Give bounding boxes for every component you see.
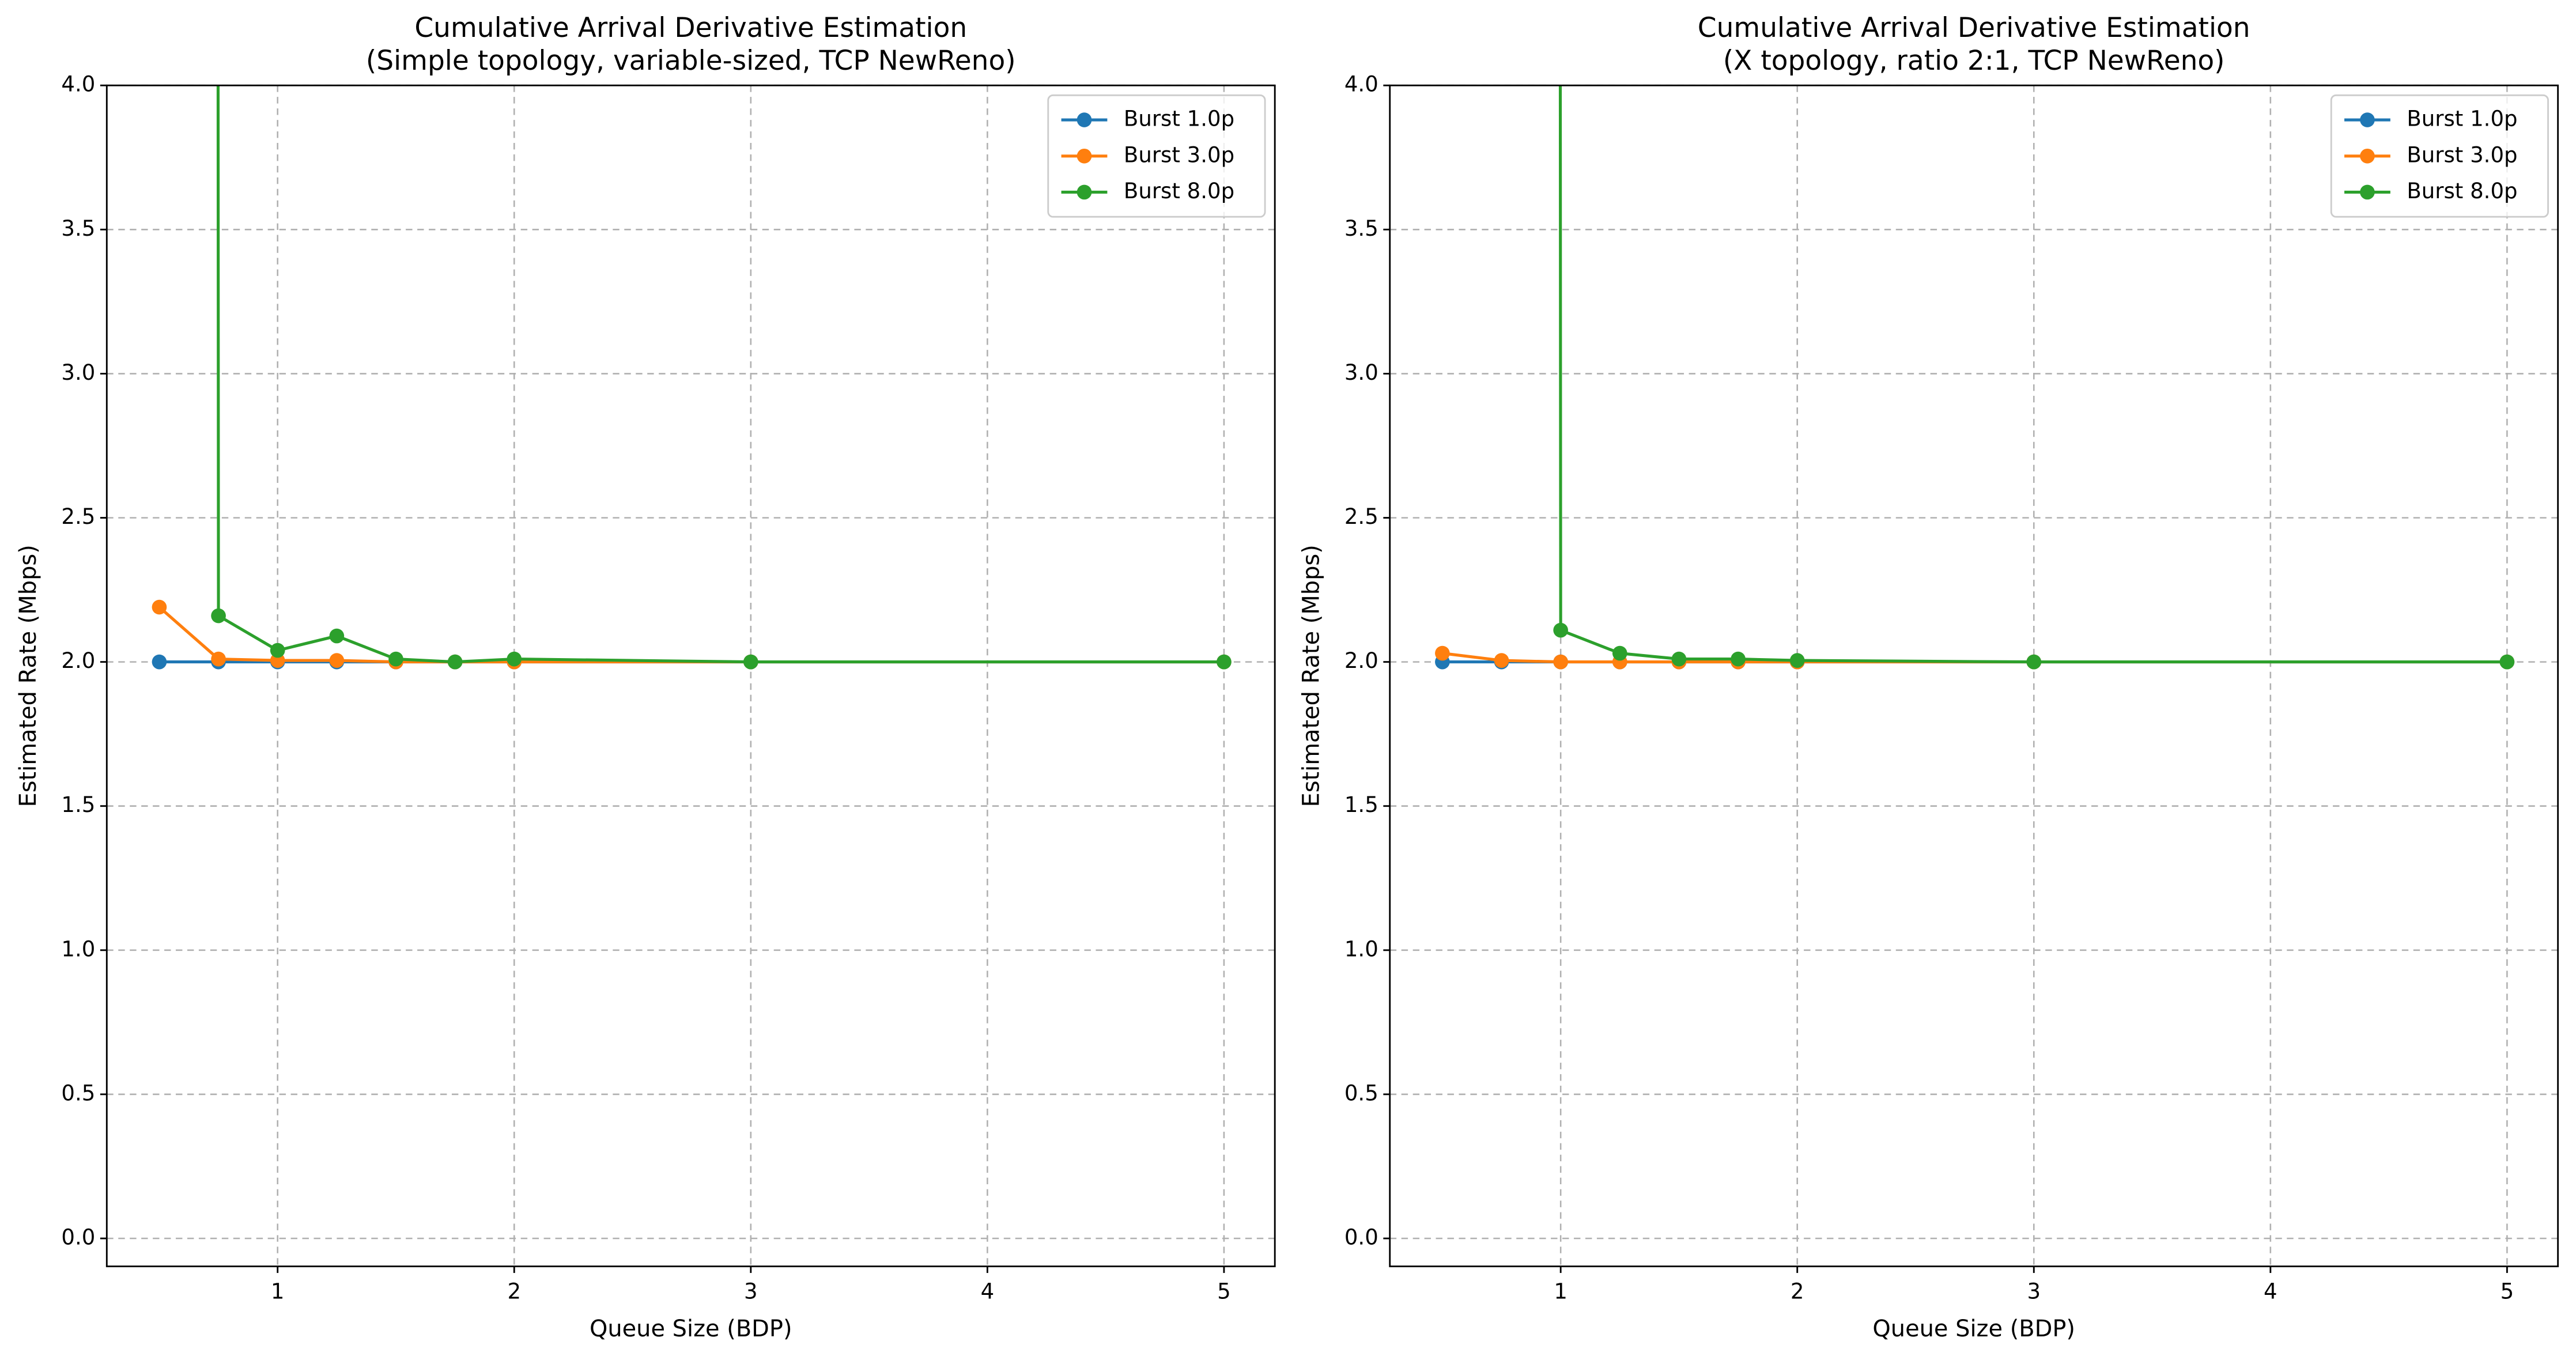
data-point — [1612, 645, 1627, 661]
chart-subtitle: (X topology, ratio 2:1, TCP NewReno) — [1723, 45, 2225, 77]
legend-label: Burst 1.0p — [1124, 107, 1234, 131]
y-tick-label: 1.5 — [1344, 792, 1378, 817]
y-tick-label: 2.5 — [61, 504, 95, 529]
legend-marker — [1077, 184, 1092, 200]
data-point — [270, 643, 285, 658]
legend-box — [2330, 94, 2549, 218]
data-point — [1789, 653, 1805, 668]
data-point — [1731, 651, 1746, 667]
y-tick-label: 0.0 — [61, 1225, 95, 1250]
y-tick-label: 2.0 — [61, 648, 95, 673]
data-point — [211, 608, 226, 624]
legend-marker — [1077, 112, 1092, 127]
y-tick-label: 2.0 — [1344, 648, 1378, 673]
y-tick-label: 3.5 — [61, 216, 95, 241]
x-axis-label: Queue Size (BDP) — [590, 1316, 792, 1342]
legend-label: Burst 1.0p — [2407, 107, 2517, 131]
data-point — [152, 654, 167, 670]
legend-label: Burst 8.0p — [2407, 179, 2517, 203]
y-axis-label: Estimated Rate (Mbps) — [15, 545, 41, 807]
legend-label: Burst 3.0p — [1124, 142, 1234, 167]
data-point — [2026, 654, 2042, 670]
y-axis-label: Estimated Rate (Mbps) — [1298, 545, 1324, 807]
axes-frame — [105, 84, 1276, 1267]
y-tick-label: 3.5 — [1344, 216, 1378, 241]
y-tick-label: 4.0 — [61, 72, 95, 97]
y-tick-label: 3.0 — [1344, 360, 1378, 385]
legend-marker — [2360, 184, 2375, 200]
data-point — [152, 599, 167, 615]
data-point — [1553, 654, 1568, 670]
y-tick-label: 4.0 — [1344, 72, 1378, 97]
legend-marker — [1077, 148, 1092, 164]
subplot: Cumulative Arrival Derivative Estimation… — [1298, 12, 2559, 1342]
y-tick-label: 2.5 — [1344, 504, 1378, 529]
series-line — [158, 606, 1224, 664]
axes-frame — [1389, 84, 2559, 1267]
legend: Burst 1.0p Burst 3.0p Burst 8.0p — [1047, 94, 1266, 218]
plot-area — [1435, 85, 2515, 670]
legend: Burst 1.0p Burst 3.0p Burst 8.0p — [2330, 94, 2549, 218]
y-tick-label: 0.0 — [1344, 1225, 1378, 1250]
data-point — [1553, 622, 1568, 638]
x-tick-label: 5 — [1217, 1279, 1231, 1304]
data-point — [329, 628, 345, 644]
data-point — [1494, 653, 1509, 668]
x-tick-label: 4 — [2264, 1279, 2277, 1304]
x-tick-label: 5 — [2501, 1279, 2514, 1304]
legend-marker — [2360, 148, 2375, 164]
x-axis-label: Queue Size (BDP) — [1872, 1316, 2075, 1342]
y-tick-label: 3.0 — [61, 360, 95, 385]
legend-label: Burst 8.0p — [1124, 179, 1234, 203]
data-point — [743, 654, 758, 670]
legend-box — [1047, 94, 1266, 218]
y-tick-label: 1.0 — [61, 936, 95, 961]
x-tick-label: 3 — [2027, 1279, 2041, 1304]
data-point — [2499, 654, 2515, 670]
chart-subtitle: (Simple topology, variable-sized, TCP Ne… — [366, 45, 1016, 77]
x-tick-label: 4 — [981, 1279, 995, 1304]
x-tick-label: 1 — [1554, 1279, 1567, 1304]
legend-marker — [2360, 112, 2375, 127]
plot-area — [152, 85, 1232, 670]
y-tick-label: 0.5 — [1344, 1081, 1378, 1105]
chart-title: Cumulative Arrival Derivative Estimation — [414, 12, 967, 44]
data-point — [211, 651, 226, 667]
x-tick-label: 1 — [271, 1279, 285, 1304]
x-tick-label: 3 — [744, 1279, 758, 1304]
x-tick-label: 2 — [1791, 1279, 1804, 1304]
y-tick-label: 1.5 — [61, 792, 95, 817]
x-tick-label: 2 — [507, 1279, 521, 1304]
legend-label: Burst 3.0p — [2407, 142, 2517, 167]
y-tick-label: 1.0 — [1344, 936, 1378, 961]
data-point — [1671, 651, 1687, 667]
data-point — [329, 653, 345, 668]
subplot: Cumulative Arrival Derivative Estimation… — [15, 12, 1276, 1342]
data-point — [507, 651, 522, 667]
data-point — [1435, 645, 1450, 661]
y-tick-label: 0.5 — [61, 1081, 95, 1105]
data-point — [1217, 654, 1232, 670]
data-point — [388, 651, 403, 667]
data-point — [447, 654, 463, 670]
chart-title: Cumulative Arrival Derivative Estimation — [1698, 12, 2250, 44]
series-line — [1558, 85, 2507, 664]
